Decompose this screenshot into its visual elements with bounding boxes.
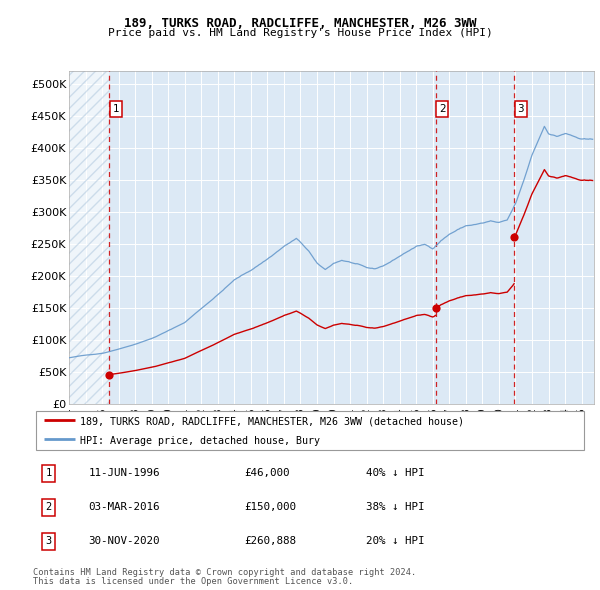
- Text: 3: 3: [46, 536, 52, 546]
- Text: 20% ↓ HPI: 20% ↓ HPI: [366, 536, 425, 546]
- Point: [431, 303, 440, 313]
- Text: 189, TURKS ROAD, RADCLIFFE, MANCHESTER, M26 3WW: 189, TURKS ROAD, RADCLIFFE, MANCHESTER, …: [124, 17, 476, 30]
- Text: 30-NOV-2020: 30-NOV-2020: [89, 536, 160, 546]
- Text: HPI: Average price, detached house, Bury: HPI: Average price, detached house, Bury: [80, 436, 320, 445]
- Text: 1: 1: [46, 468, 52, 478]
- Text: 11-JUN-1996: 11-JUN-1996: [89, 468, 160, 478]
- Text: 40% ↓ HPI: 40% ↓ HPI: [366, 468, 425, 478]
- Text: £260,888: £260,888: [244, 536, 296, 546]
- Text: 2: 2: [46, 503, 52, 512]
- Bar: [69, 71, 109, 404]
- Text: This data is licensed under the Open Government Licence v3.0.: This data is licensed under the Open Gov…: [33, 577, 353, 586]
- Text: 38% ↓ HPI: 38% ↓ HPI: [366, 503, 425, 512]
- Text: £150,000: £150,000: [244, 503, 296, 512]
- Text: 3: 3: [517, 104, 524, 114]
- Text: Price paid vs. HM Land Registry's House Price Index (HPI): Price paid vs. HM Land Registry's House …: [107, 28, 493, 38]
- Text: 03-MAR-2016: 03-MAR-2016: [89, 503, 160, 512]
- Point: [104, 370, 114, 379]
- Text: 189, TURKS ROAD, RADCLIFFE, MANCHESTER, M26 3WW (detached house): 189, TURKS ROAD, RADCLIFFE, MANCHESTER, …: [80, 417, 464, 427]
- FancyBboxPatch shape: [36, 411, 584, 450]
- Text: £46,000: £46,000: [244, 468, 289, 478]
- Point: [509, 232, 519, 242]
- Text: 2: 2: [439, 104, 446, 114]
- Text: 1: 1: [113, 104, 119, 114]
- Text: Contains HM Land Registry data © Crown copyright and database right 2024.: Contains HM Land Registry data © Crown c…: [33, 568, 416, 576]
